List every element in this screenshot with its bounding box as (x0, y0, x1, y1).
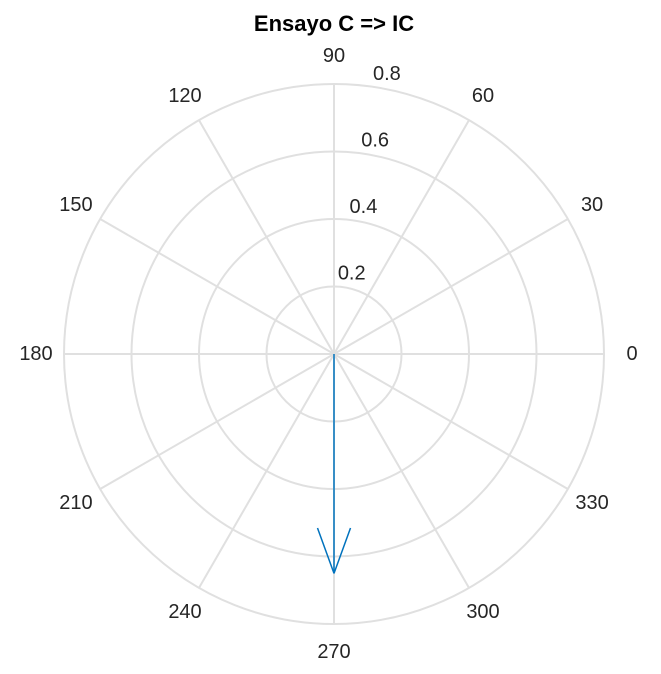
arrow-head (333, 527, 352, 574)
chart-title: Ensayo C => IC (254, 11, 414, 36)
radial-tick-label: 0.2 (338, 263, 366, 285)
radial-tick-label: 0.6 (361, 130, 389, 152)
vector-series (316, 354, 352, 574)
angle-tick-label: 30 (581, 194, 603, 216)
arrow-head (316, 527, 335, 574)
angle-tick-label: 0 (626, 343, 637, 365)
angle-tick-label: 180 (19, 343, 52, 365)
angle-tick-label: 120 (168, 85, 201, 107)
axis-labels: 0 30 60 90 120 150 180 210 240 270 300 330 0.2 0.4 0.6… (19, 45, 637, 663)
angle-tick-label: 270 (317, 641, 350, 663)
angle-tick-label: 60 (472, 85, 494, 107)
angle-tick-label: 300 (466, 601, 499, 623)
angle-tick-label: 210 (59, 492, 92, 514)
polar-grid (63, 83, 605, 625)
angle-tick-label: 240 (168, 601, 201, 623)
angle-tick-label: 150 (59, 194, 92, 216)
compass-arrow (316, 354, 352, 574)
ring-0.8 (63, 83, 605, 625)
radial-tick-label: 0.8 (373, 63, 401, 85)
radial-tick-label: 0.4 (350, 196, 378, 218)
angle-tick-label: 90 (323, 45, 345, 67)
angle-tick-label: 330 (575, 492, 608, 514)
